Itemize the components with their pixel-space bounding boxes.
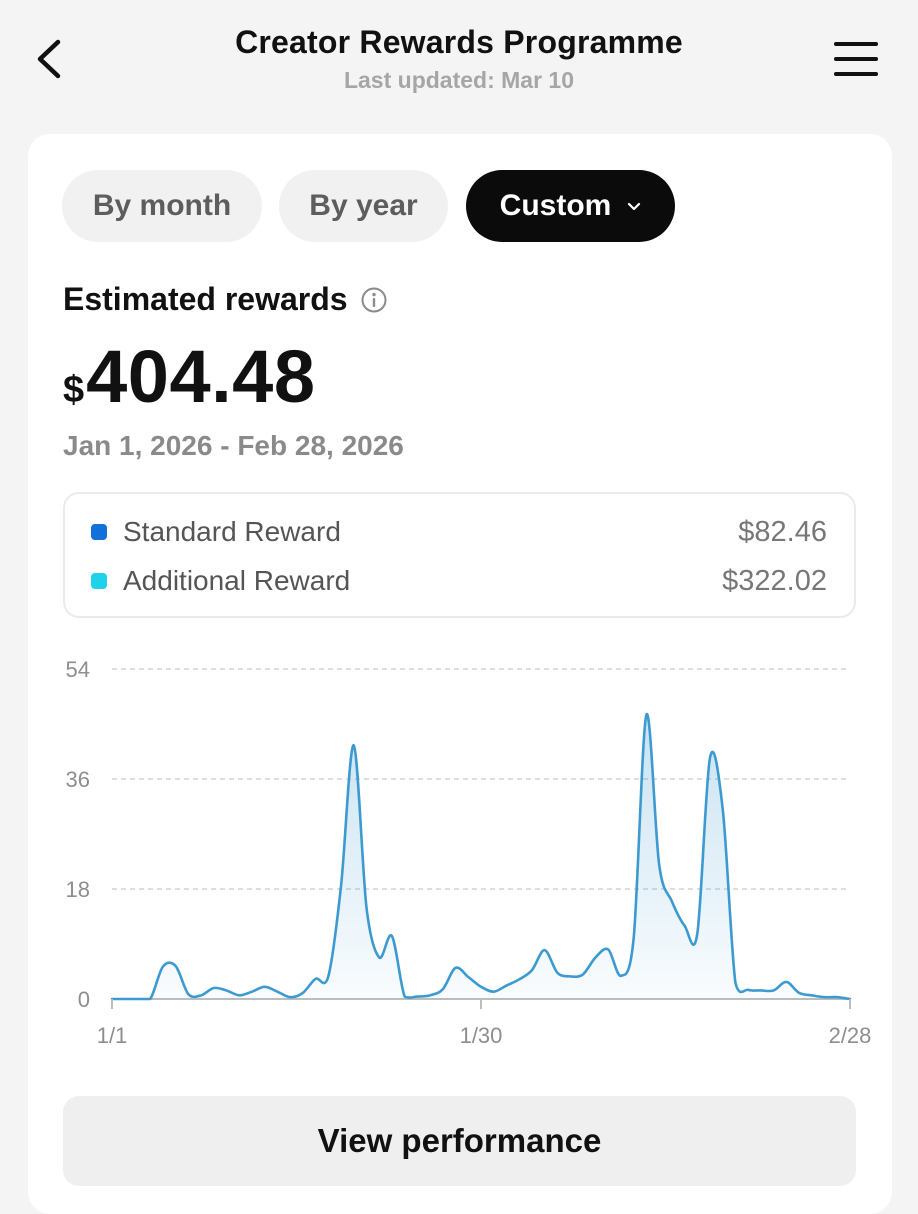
data-point (376, 954, 382, 960)
data-point (491, 989, 497, 995)
info-icon[interactable] (360, 286, 388, 314)
data-point (453, 965, 459, 971)
tab-by-year[interactable]: By year (279, 170, 448, 242)
chevron-down-icon (628, 202, 641, 210)
data-point (656, 862, 662, 868)
data-point (185, 991, 191, 997)
data-point (720, 807, 726, 813)
data-point (783, 979, 789, 985)
chevron-left-icon (37, 39, 61, 79)
data-point (796, 990, 802, 996)
data-point (300, 990, 306, 996)
standard-reward-label: Standard Reward (123, 516, 341, 547)
back-button[interactable] (30, 36, 70, 82)
standard-reward-row: Standard Reward $82.46 (65, 512, 854, 552)
data-point (173, 963, 179, 969)
total-rewards-amount: $ 404.48 (63, 334, 315, 419)
additional-reward-row: Additional Reward $322.02 (65, 561, 854, 601)
x-tick-label: 2/28 (829, 1023, 872, 1048)
data-point (732, 980, 738, 986)
rewards-card: By month By year Custom Estimated reward… (28, 134, 892, 1214)
data-point (122, 996, 128, 1002)
data-point (503, 983, 509, 989)
data-point (427, 992, 433, 998)
data-point (389, 933, 395, 939)
rewards-chart[interactable]: 0 18 36 54 1/1 1/30 2/28 (28, 640, 892, 1060)
data-point (631, 935, 637, 941)
standard-reward-swatch (91, 524, 107, 540)
data-point (338, 883, 344, 889)
additional-reward-label: Additional Reward (123, 565, 351, 596)
data-point (542, 947, 548, 953)
estimated-rewards-label: Estimated rewards (63, 281, 348, 317)
hamburger-menu-icon (834, 42, 878, 76)
data-point (414, 994, 420, 1000)
y-tick-label: 54 (66, 657, 90, 682)
rewards-breakdown: Standard Reward $82.46 Additional Reward… (63, 492, 856, 618)
app-header: Creator Rewards Programme Last updated: … (0, 0, 918, 120)
data-point (211, 985, 217, 991)
data-point (198, 992, 204, 998)
x-tick-label: 1/30 (460, 1023, 503, 1048)
data-point (313, 976, 319, 982)
data-point (707, 755, 713, 761)
data-point (745, 987, 751, 993)
data-point (758, 987, 764, 993)
data-point (822, 994, 828, 1000)
data-point (440, 986, 446, 992)
additional-reward-swatch (91, 573, 107, 589)
currency-symbol: $ (63, 369, 85, 411)
data-point (287, 994, 293, 1000)
y-tick-label: 36 (66, 767, 90, 792)
data-point (580, 972, 586, 978)
data-point (834, 994, 840, 1000)
data-point (567, 973, 573, 979)
data-point (134, 996, 140, 1002)
data-point (160, 964, 166, 970)
data-point (351, 742, 357, 748)
data-point (669, 898, 675, 904)
x-tick-label: 1/1 (97, 1023, 128, 1048)
date-range-text: Jan 1, 2026 - Feb 28, 2026 (63, 430, 404, 461)
data-point (147, 996, 153, 1002)
data-point (516, 976, 522, 982)
rewards-area-fill (112, 714, 850, 999)
data-point (554, 970, 560, 976)
data-point (593, 954, 599, 960)
data-point (694, 931, 700, 937)
data-point (618, 973, 624, 979)
data-point (465, 974, 471, 980)
data-point (363, 904, 369, 910)
data-point (224, 987, 230, 993)
tab-custom-dropdown[interactable]: Custom (466, 170, 675, 242)
data-point (643, 712, 649, 718)
data-point (274, 989, 280, 995)
data-point (402, 994, 408, 1000)
data-point (262, 984, 268, 990)
data-point (529, 967, 535, 973)
data-point (809, 992, 815, 998)
tab-by-month[interactable]: By month (62, 170, 262, 242)
page-title: Creator Rewards Programme (235, 24, 683, 60)
standard-reward-value: $82.46 (738, 515, 827, 548)
rewards-value: 404.48 (86, 335, 316, 418)
data-point (682, 923, 688, 929)
data-point (249, 989, 255, 995)
y-tick-label: 18 (66, 877, 90, 902)
data-point (325, 973, 331, 979)
last-updated-text: Last updated: Mar 10 (343, 67, 575, 93)
data-point (771, 987, 777, 993)
data-point (478, 984, 484, 990)
estimated-rewards-heading: Estimated rewards (63, 281, 388, 318)
additional-reward-value: $322.02 (722, 564, 827, 597)
rewards-series-line (110, 713, 852, 1001)
y-tick-label: 0 (78, 987, 90, 1012)
menu-button[interactable] (832, 40, 880, 78)
data-point (605, 947, 611, 953)
data-point (236, 992, 242, 998)
tab-custom-label: Custom (499, 189, 612, 222)
view-performance-button[interactable]: View performance (63, 1096, 856, 1186)
